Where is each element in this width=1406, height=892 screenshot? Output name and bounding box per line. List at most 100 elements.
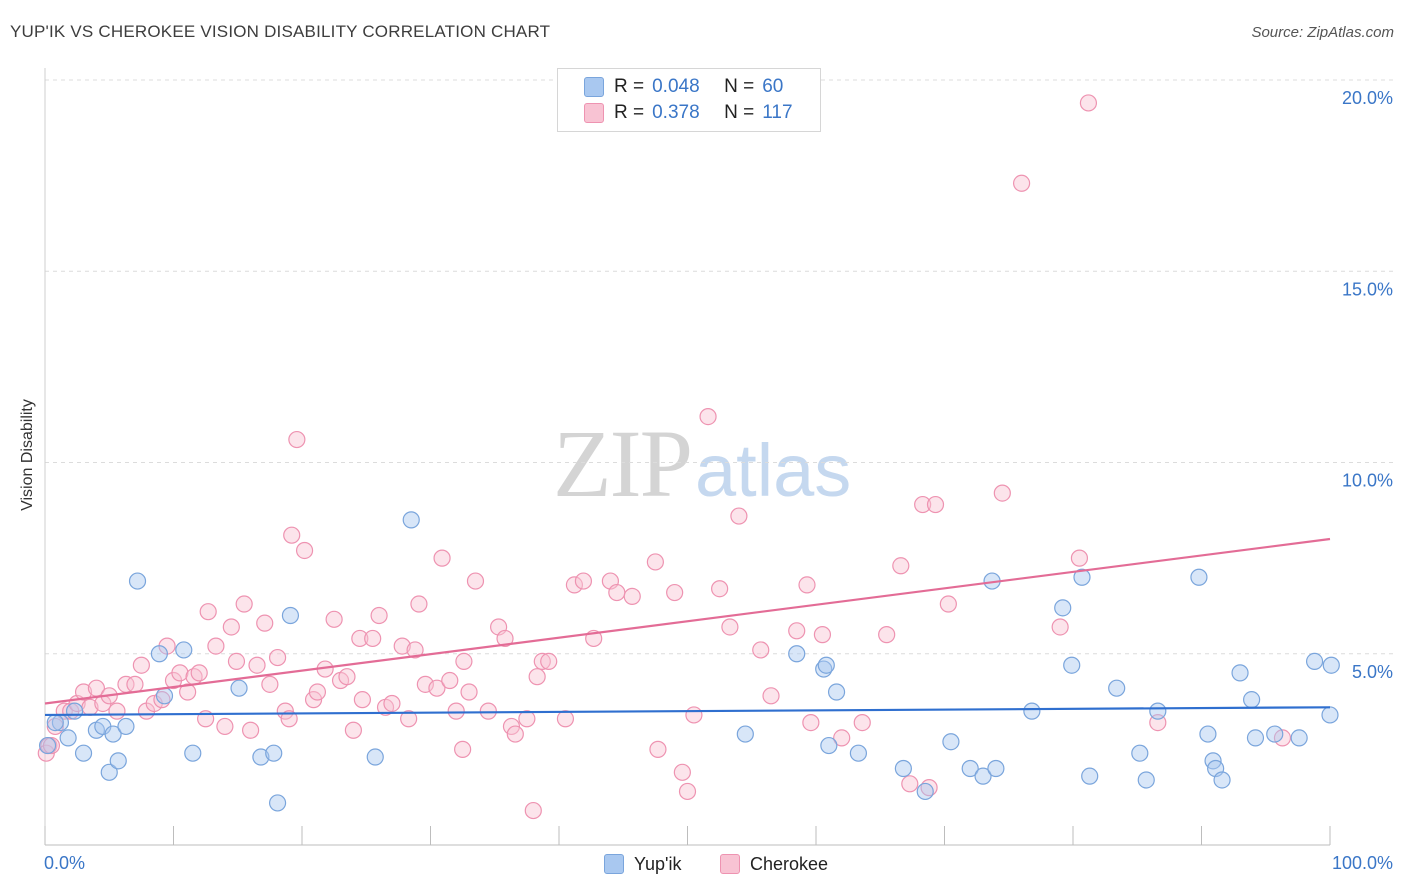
data-point-cherokee (353, 691, 371, 709)
data-point-cherokee (1012, 174, 1031, 192)
data-point-cherokee (802, 713, 820, 732)
data-point-cherokee (533, 652, 551, 671)
data-point-cherokee (608, 583, 626, 602)
data-point-yupik (59, 729, 77, 747)
correlation-legend: R = 0.048 N = 60 R = 0.378 N = 117 (557, 68, 821, 132)
data-point-cherokee (1051, 618, 1069, 636)
data-point-cherokee (649, 740, 667, 758)
data-point-cherokee (295, 541, 314, 560)
data-point-cherokee (699, 408, 717, 426)
watermark-atlas: atlas (695, 429, 852, 512)
data-point-yupik (1199, 725, 1217, 743)
trend-line-cherokee (44, 537, 1331, 705)
data-point-yupik (109, 752, 127, 770)
data-point-cherokee (441, 671, 459, 690)
data-point-yupik (942, 733, 960, 751)
data-point-yupik (150, 645, 168, 663)
data-point-cherokee (574, 572, 593, 590)
data-point-yupik (1108, 679, 1126, 697)
data-point-yupik (265, 744, 283, 762)
data-point-yupik (1063, 656, 1081, 674)
data-point-yupik (1190, 568, 1208, 586)
data-point-cherokee (393, 637, 411, 655)
legend-r-label: R = (614, 102, 645, 123)
data-point-yupik (104, 725, 122, 743)
bottom-legend-swatch-cherokee (720, 854, 740, 874)
legend-n-label: N = (724, 102, 755, 123)
data-point-cherokee (540, 652, 558, 671)
data-point-cherokee (460, 683, 478, 701)
data-point-yupik (894, 759, 912, 778)
data-point-yupik (736, 725, 754, 743)
source-note: Source: ZipAtlas.com (1251, 24, 1394, 41)
data-point-yupik (366, 748, 384, 766)
data-point-cherokee (711, 580, 729, 598)
data-point-cherokee (42, 736, 61, 755)
data-point-cherokee (685, 706, 703, 724)
data-point-yupik (1322, 656, 1340, 674)
bottom-legend-yupik: Yup'ik (604, 851, 681, 877)
data-point-cherokee (261, 675, 279, 693)
data-point-cherokee (506, 725, 524, 743)
data-point-cherokee (283, 526, 301, 544)
data-point-cherokee (646, 553, 664, 571)
y-tick-label: 5.0% (1352, 662, 1393, 682)
data-point-yupik (402, 511, 420, 529)
data-point-yupik (961, 759, 979, 778)
data-point-cherokee (878, 626, 896, 644)
data-point-cherokee (338, 668, 356, 686)
data-point-cherokee (190, 664, 208, 682)
data-point-yupik (38, 736, 57, 755)
data-point-yupik (74, 744, 93, 762)
data-point-cherokee (496, 629, 514, 648)
data-point-cherokee (126, 675, 144, 693)
data-point-yupik (281, 606, 300, 625)
data-point-yupik (1290, 729, 1308, 747)
data-point-cherokee (222, 618, 240, 636)
data-point-cherokee (410, 595, 428, 613)
data-point-cherokee (993, 484, 1011, 502)
data-point-cherokee (524, 801, 542, 820)
data-point-cherokee (762, 687, 780, 705)
data-point-cherokee (428, 679, 446, 697)
bottom-legend-swatch-yupik (604, 854, 624, 874)
trend-line-yupik (44, 706, 1331, 717)
data-point-cherokee (455, 652, 473, 671)
data-point-cherokee (678, 782, 697, 801)
data-point-cherokee (673, 763, 691, 781)
data-point-yupik (268, 794, 287, 812)
data-point-cherokee (308, 683, 327, 701)
data-point-cherokee (813, 626, 832, 644)
data-point-yupik (46, 713, 64, 732)
data-point-cherokee (364, 629, 382, 648)
data-point-cherokee (235, 595, 253, 613)
data-point-yupik (827, 683, 846, 701)
data-point-cherokee (939, 595, 957, 613)
data-point-yupik (155, 687, 174, 705)
data-point-cherokee (565, 576, 584, 594)
bottom-legend-label-yupik: Yup'ik (634, 853, 682, 874)
data-point-yupik (1266, 725, 1284, 743)
data-point-cherokee (528, 668, 546, 686)
data-point-cherokee (788, 622, 806, 640)
data-point-yupik (184, 744, 202, 762)
data-point-cherokee (406, 641, 424, 659)
data-point-cherokee (344, 721, 362, 739)
y-tick-label: 20.0% (1342, 88, 1393, 108)
legend-swatch-cherokee (584, 103, 604, 123)
data-point-cherokee (1070, 549, 1089, 567)
data-point-yupik (974, 767, 992, 785)
legend-n-label: N = (724, 76, 755, 97)
watermark: ZIPatlas (553, 408, 851, 519)
data-point-cherokee (518, 710, 536, 728)
data-point-yupik (65, 702, 84, 720)
legend-r-value-cherokee: 0.378 (652, 102, 700, 123)
data-point-cherokee (623, 587, 641, 605)
bottom-legend-label-cherokee: Cherokee (750, 853, 829, 874)
data-point-yupik (1149, 702, 1167, 720)
data-point-cherokee (132, 656, 150, 674)
data-point-cherokee (1079, 94, 1098, 112)
data-point-yupik (1213, 771, 1231, 789)
data-point-yupik (1321, 706, 1339, 724)
